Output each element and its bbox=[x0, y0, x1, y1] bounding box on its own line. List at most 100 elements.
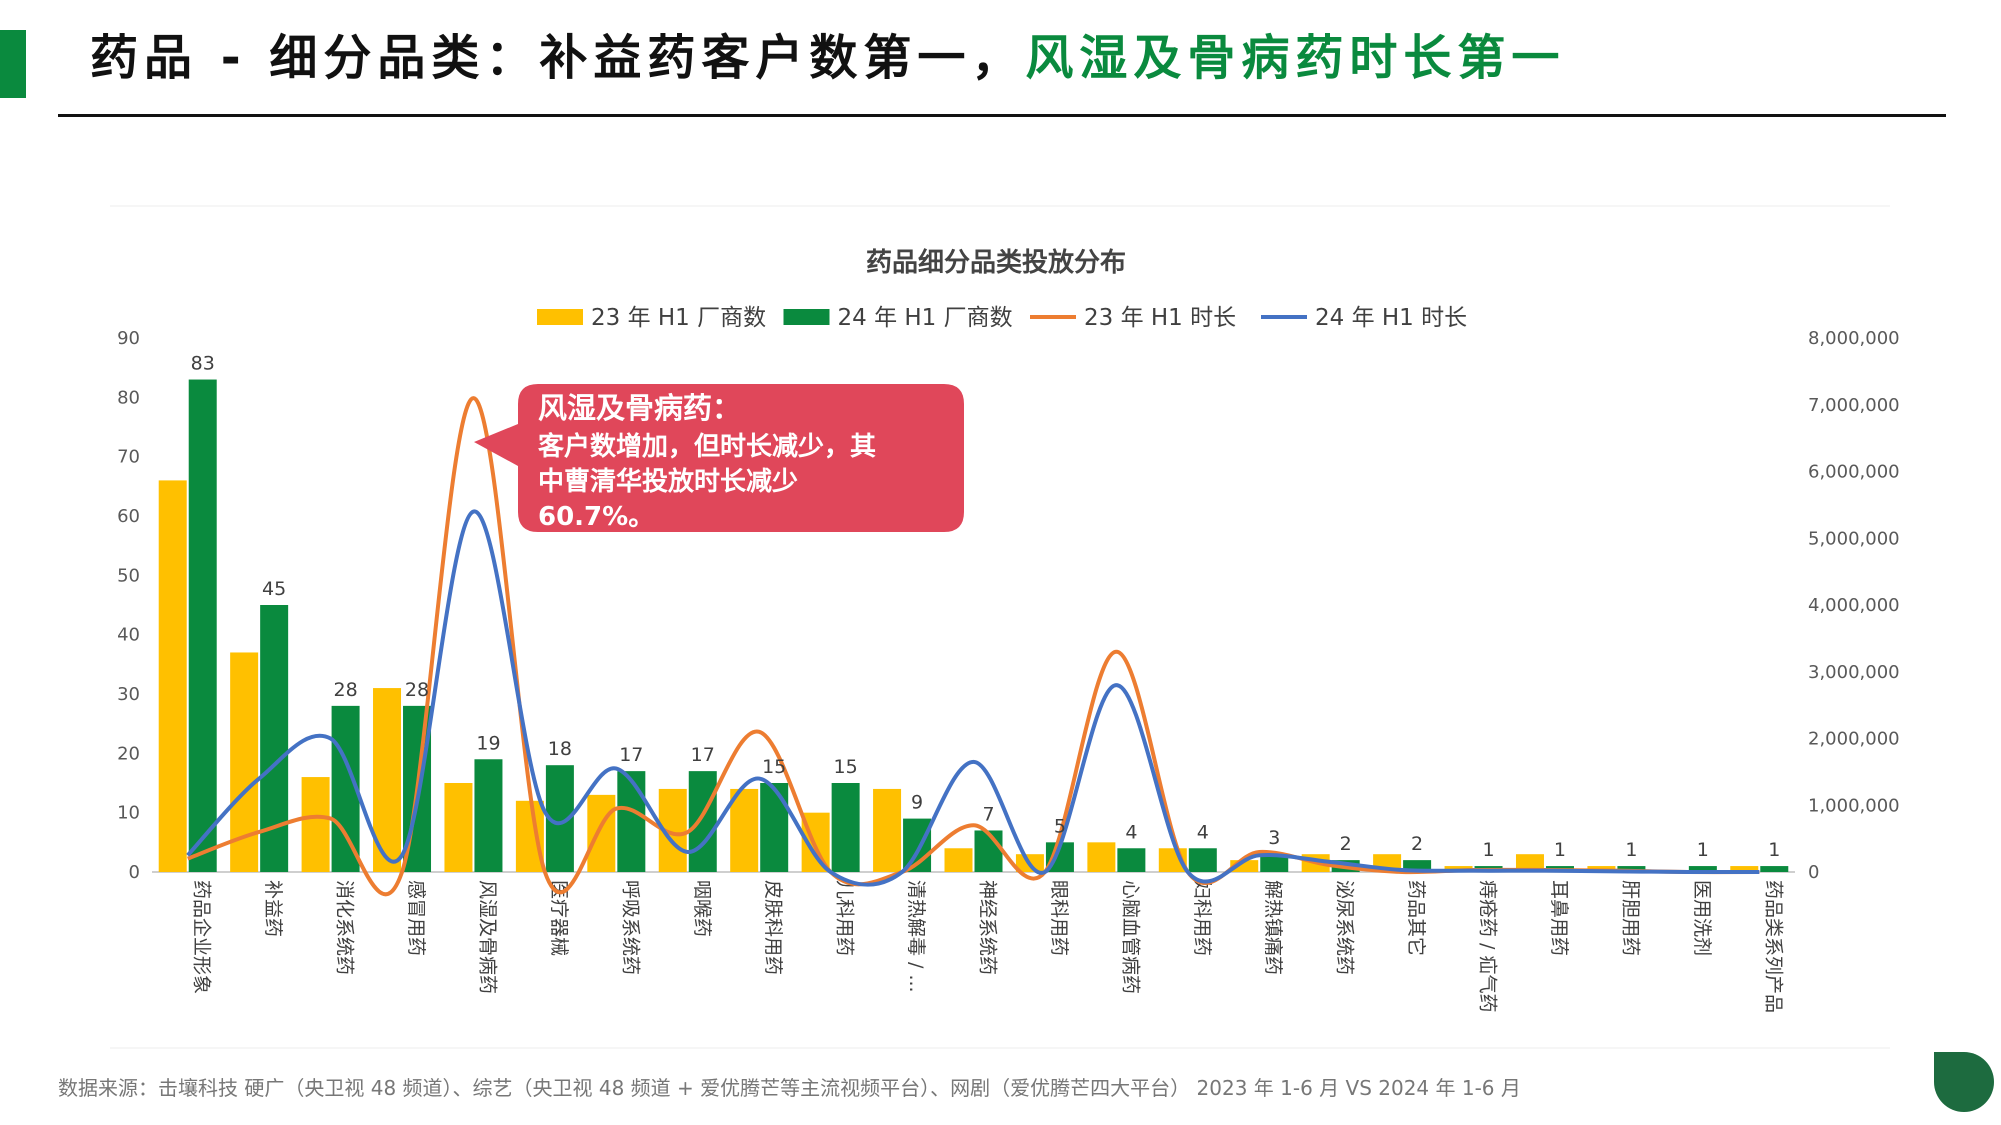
bar-data-label: 45 bbox=[262, 578, 286, 600]
bar bbox=[831, 783, 860, 872]
callout-line-1: 风湿及骨病药： bbox=[538, 391, 741, 425]
callout-box: 风湿及骨病药： 客户数增加，但时长减少，其 中曹清华投放时长减少 60.7%。 bbox=[474, 384, 964, 532]
legend-label: 23 年 H1 时长 bbox=[1084, 305, 1236, 331]
x-tick-label: 神经系统药 bbox=[977, 880, 999, 975]
chart-lines bbox=[186, 396, 1760, 896]
callout-shape bbox=[474, 384, 964, 532]
x-tick-label: 咽喉药 bbox=[691, 880, 713, 937]
y-left-tick-label: 50 bbox=[117, 565, 140, 586]
y-right-tick-label: 7,000,000 bbox=[1808, 395, 1900, 416]
bar-data-label: 28 bbox=[333, 679, 357, 701]
bar bbox=[1688, 866, 1717, 872]
bar bbox=[188, 379, 217, 872]
bar bbox=[587, 794, 616, 872]
y-left-tick-label: 30 bbox=[117, 684, 140, 705]
y-left-tick-label: 80 bbox=[117, 387, 140, 408]
bar-data-label: 1 bbox=[1482, 839, 1494, 861]
x-tick-label: 清热解毒 / ... bbox=[905, 880, 927, 993]
callout-line-3: 中曹清华投放时长减少 bbox=[538, 466, 798, 497]
x-tick-label: 呼吸系统药 bbox=[619, 880, 641, 975]
bar bbox=[944, 848, 973, 872]
y-left-tick-label: 10 bbox=[117, 803, 140, 824]
bar-data-label: 15 bbox=[762, 756, 786, 778]
bar bbox=[1117, 848, 1146, 872]
bar bbox=[730, 788, 759, 872]
x-tick-label: 心脑血管病药 bbox=[1119, 880, 1141, 994]
bar bbox=[1403, 860, 1432, 872]
x-tick-label: 补益药 bbox=[262, 880, 284, 937]
x-tick-label: 解热镇痛药 bbox=[1262, 880, 1284, 975]
legend-label: 24 年 H1 厂商数 bbox=[838, 305, 1013, 331]
x-tick-label: 医疗器械 bbox=[548, 880, 570, 956]
x-tick-label: 儿科用药 bbox=[834, 880, 856, 956]
bar-data-label: 3 bbox=[1268, 827, 1280, 849]
bar-data-label: 5 bbox=[1054, 815, 1066, 837]
bar bbox=[617, 771, 646, 872]
bar-data-label: 17 bbox=[691, 744, 715, 766]
legend-swatch bbox=[783, 309, 830, 325]
x-tick-label: 肝胆用药 bbox=[1619, 880, 1641, 956]
title-divider bbox=[58, 114, 1946, 117]
bar bbox=[474, 759, 503, 872]
legend-label: 23 年 H1 厂商数 bbox=[591, 305, 766, 331]
bar-data-label: 9 bbox=[911, 792, 923, 814]
chart-axes: 0 10 20 30 40 50 60 70 80 90 0 1,000,000 2,000,000 3,… bbox=[117, 328, 1900, 1013]
x-tick-label: 感冒用药 bbox=[405, 880, 427, 956]
bar-data-label: 17 bbox=[619, 744, 643, 766]
x-tick-label: 药品类系列产品 bbox=[1762, 880, 1784, 1013]
y-right-tick-label: 4,000,000 bbox=[1808, 595, 1900, 616]
page-title-main: 药品 - 细分品类：补益药客户数第一， bbox=[90, 30, 1026, 86]
legend-label: 24 年 H1 时长 bbox=[1315, 305, 1467, 331]
y-right-tick-label: 0 bbox=[1808, 862, 1819, 883]
bar bbox=[1730, 866, 1759, 872]
bar-data-label: 18 bbox=[548, 738, 572, 760]
bar-data-label: 7 bbox=[982, 803, 994, 825]
x-tick-label: 药品企业形象 bbox=[191, 880, 213, 994]
y-left-tick-label: 90 bbox=[117, 328, 140, 349]
corner-decoration bbox=[1934, 1052, 1994, 1112]
bar-data-label: 4 bbox=[1197, 821, 1209, 843]
x-tick-label: 皮肤科用药 bbox=[762, 880, 784, 975]
bar bbox=[760, 783, 789, 872]
page-title: 药品 - 细分品类：补益药客户数第一，风湿及骨病药时长第一 bbox=[90, 26, 1565, 90]
bar bbox=[158, 480, 187, 872]
x-tick-label: 药品其它 bbox=[1405, 880, 1427, 956]
y-left-tick-label: 60 bbox=[117, 506, 140, 527]
y-left-tick-label: 0 bbox=[129, 862, 140, 883]
bar bbox=[301, 777, 330, 872]
bar-data-label: 2 bbox=[1411, 833, 1423, 855]
bar bbox=[1087, 842, 1116, 872]
bar bbox=[1188, 848, 1217, 872]
bar-data-label: 1 bbox=[1554, 839, 1566, 861]
x-tick-label: 痔疮药 / 疝气药 bbox=[1477, 880, 1499, 1012]
bar-data-label: 4 bbox=[1125, 821, 1137, 843]
y-right-tick-label: 3,000,000 bbox=[1808, 662, 1900, 683]
y-right-tick-label: 1,000,000 bbox=[1808, 795, 1900, 816]
bar bbox=[1515, 854, 1544, 872]
x-tick-label: 耳鼻用药 bbox=[1548, 880, 1570, 956]
series-line bbox=[186, 509, 1760, 887]
x-tick-label: 风湿及骨病药 bbox=[476, 880, 498, 994]
y-right-tick-label: 6,000,000 bbox=[1808, 462, 1900, 483]
y-left-tick-label: 40 bbox=[117, 625, 140, 646]
bar-data-label: 19 bbox=[476, 732, 500, 754]
y-left-tick-label: 20 bbox=[117, 743, 140, 764]
y-right-tick-label: 2,000,000 bbox=[1808, 729, 1900, 750]
data-source-note: 数据来源：击壤科技 硬广（央卫视 48 频道）、综艺（央卫视 48 频道 + 爱… bbox=[58, 1076, 1521, 1100]
bar-data-label: 28 bbox=[405, 679, 429, 701]
bar-data-label: 1 bbox=[1697, 839, 1709, 861]
x-tick-label: 眼科用药 bbox=[1048, 880, 1070, 956]
bar bbox=[515, 800, 544, 872]
bar-data-label: 1 bbox=[1768, 839, 1780, 861]
x-tick-label: 消化系统药 bbox=[334, 880, 356, 975]
bar-data-label: 1 bbox=[1625, 839, 1637, 861]
bar bbox=[1230, 860, 1259, 872]
title-accent-bar bbox=[0, 30, 26, 98]
bar bbox=[873, 788, 902, 872]
callout-line-4: 60.7%。 bbox=[538, 502, 654, 532]
bar-data-label: 2 bbox=[1340, 833, 1352, 855]
chart-bars bbox=[158, 379, 1789, 872]
x-tick-label: 医用洗剂 bbox=[1691, 880, 1713, 956]
bar bbox=[444, 783, 473, 872]
